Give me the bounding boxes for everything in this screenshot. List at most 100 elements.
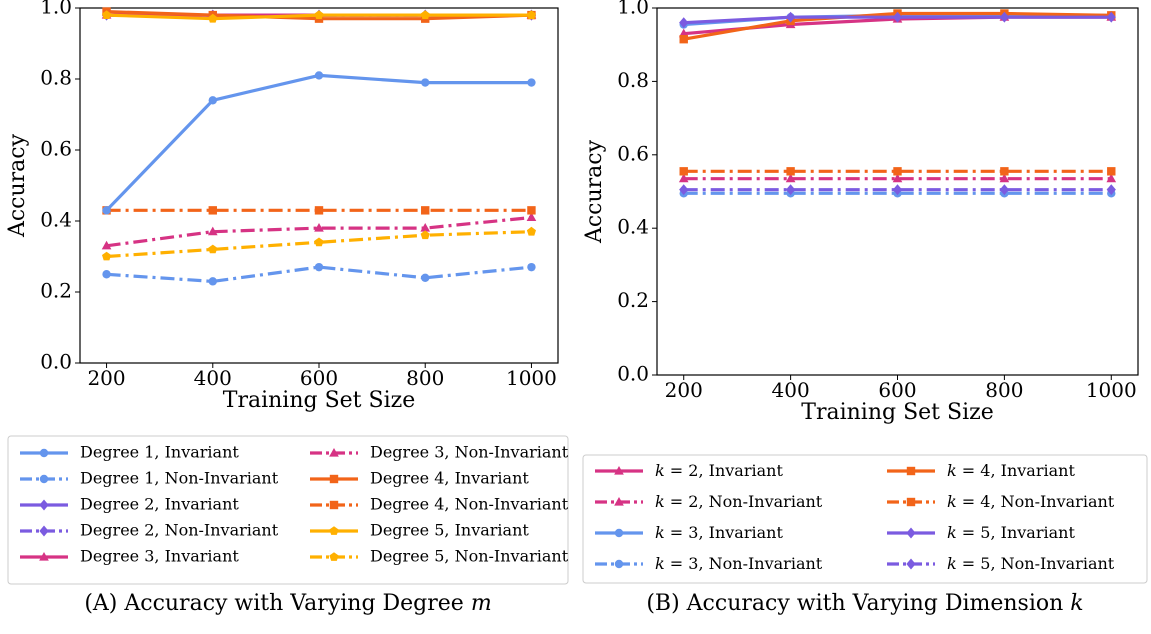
legend-swatch-marker (329, 552, 339, 561)
series-line (106, 230, 532, 259)
y-tick-label: 0.6 (617, 141, 649, 165)
data-point (527, 206, 536, 215)
legend-swatch-marker (906, 558, 916, 570)
y-tick-label: 0.4 (617, 215, 649, 239)
data-point (999, 184, 1010, 196)
legend-entry-degree-1-non-invariant: Degree 1, Non-Invariant (20, 469, 279, 488)
legend-swatch-marker (614, 465, 624, 475)
x-tick-label: 600 (878, 378, 916, 402)
y-tick-label: 0.0 (617, 362, 649, 386)
data-point (527, 262, 536, 272)
legend-entry-k-4-non-invariant: k = 4, Non-Invariant (887, 492, 1115, 511)
legend-swatch-marker (39, 499, 49, 511)
legend-swatch-marker (906, 466, 916, 476)
series-line (106, 215, 532, 248)
legend-swatch-marker (329, 500, 339, 510)
axes-frame (79, 7, 559, 364)
panel-b-dimension-chart: 0.0 0.2 0.4 0.6 0.8 1.0 200 400 600 800 1000 Traini… (582, 0, 1148, 616)
y-tick-label: 0.6 (40, 137, 72, 161)
data-point (314, 262, 324, 272)
y-tick-label: 0.8 (617, 68, 649, 92)
data-point (420, 230, 430, 240)
data-point (892, 184, 903, 196)
legend-label: Degree 4, Non-Invariant (370, 495, 569, 514)
legend-label: Degree 3, Invariant (80, 547, 239, 566)
legend-label: k = 5, Non-Invariant (947, 554, 1115, 573)
legend-entry-degree-5-non-invariant: Degree 5, Non-Invariant (310, 547, 569, 566)
legend-entry-degree-3-invariant: Degree 3, Invariant (20, 547, 239, 566)
legend-entry-k-3-invariant: k = 3, Invariant (595, 523, 783, 542)
y-tick-label: 0.8 (40, 66, 72, 90)
series-k-5-non-invariant (679, 184, 1116, 196)
y-tick-label: 1.0 (40, 0, 72, 19)
data-point (208, 13, 218, 23)
legend-entry-degree-4-invariant: Degree 4, Invariant (310, 469, 529, 488)
data-point (527, 78, 536, 87)
data-point (999, 173, 1010, 183)
data-point (785, 184, 796, 196)
legend-entry-k-3-non-invariant: k = 3, Non-Invariant (595, 554, 823, 573)
y-tick-label: 0.4 (40, 208, 72, 232)
legend-swatch-marker (39, 474, 49, 484)
data-point (1107, 167, 1116, 176)
legend-label: k = 4, Invariant (947, 461, 1075, 480)
legend-entry-degree-2-invariant: Degree 2, Invariant (20, 495, 239, 514)
y-tick-label: 1.0 (617, 0, 649, 19)
y-tick-label: 0.2 (40, 279, 72, 303)
legend-label: k = 4, Non-Invariant (947, 492, 1115, 511)
data-point (421, 78, 430, 87)
data-point (102, 10, 112, 19)
legend-swatch-marker (39, 551, 49, 561)
legend-swatch-marker (329, 526, 339, 535)
legend: k = 2, Invariant k = 2, Non-Invariant k = … (582, 454, 1148, 584)
legend-label: Degree 2, Invariant (80, 495, 239, 514)
y-axis-label: Accuracy (5, 133, 30, 238)
legend-swatch-marker (329, 447, 339, 457)
data-point (314, 206, 324, 215)
data-point (892, 11, 903, 23)
data-point (679, 17, 689, 29)
x-tick-label: 800 (406, 366, 444, 390)
legend-entry-k-5-invariant: k = 5, Invariant (887, 523, 1075, 542)
x-tick-label: 400 (194, 366, 232, 390)
data-point (314, 71, 324, 80)
legend-entry-degree-4-non-invariant: Degree 4, Non-Invariant (310, 495, 569, 514)
legend-swatch-marker (614, 528, 624, 538)
series-degree-5-non-invariant (102, 226, 536, 261)
data-point (1000, 167, 1009, 176)
series-k-4-non-invariant (679, 167, 1116, 176)
legend-swatch-marker (906, 527, 916, 539)
panel-a-degree-chart: 0.0 0.2 0.4 0.6 0.8 1.0 200 400 600 800 1000 Traini… (5, 0, 569, 616)
plot-area: 0.0 0.2 0.4 0.6 0.8 1.0 200 400 600 800 1000 Traini… (5, 0, 559, 413)
data-point (999, 11, 1010, 23)
legend-entry-k-5-non-invariant: k = 5, Non-Invariant (887, 554, 1115, 573)
data-point (785, 173, 796, 183)
x-axis-label: Training Set Size (801, 400, 993, 425)
data-point (208, 206, 217, 215)
series-k-5-invariant (679, 11, 1116, 29)
legend-label: k = 3, Invariant (655, 523, 783, 542)
data-point (678, 173, 689, 183)
legend-label: Degree 4, Invariant (370, 469, 529, 488)
legend-swatch-marker (329, 474, 339, 484)
legend-frame (7, 435, 569, 585)
legend-entry-degree-3-non-invariant: Degree 3, Non-Invariant (310, 443, 569, 462)
legend-label: k = 2, Invariant (655, 461, 783, 480)
x-tick-label: 1000 (1086, 378, 1137, 402)
data-point (679, 34, 688, 44)
data-point (314, 237, 324, 247)
figure-caption: (A) Accuracy with Varying Degree m (84, 591, 491, 616)
data-point (314, 10, 324, 19)
x-tick-label: 400 (772, 378, 810, 402)
data-point (420, 10, 430, 19)
data-point (208, 277, 217, 286)
data-point (1106, 173, 1117, 183)
legend-label: k = 2, Non-Invariant (655, 492, 823, 511)
legend-entry-k-2-non-invariant: k = 2, Non-Invariant (595, 492, 823, 511)
legend-swatch-marker (39, 448, 49, 458)
y-axis-label: Accuracy (582, 139, 607, 244)
legend-label: Degree 1, Non-Invariant (80, 469, 279, 488)
data-point (207, 226, 218, 236)
legend-swatch-marker (614, 496, 624, 506)
